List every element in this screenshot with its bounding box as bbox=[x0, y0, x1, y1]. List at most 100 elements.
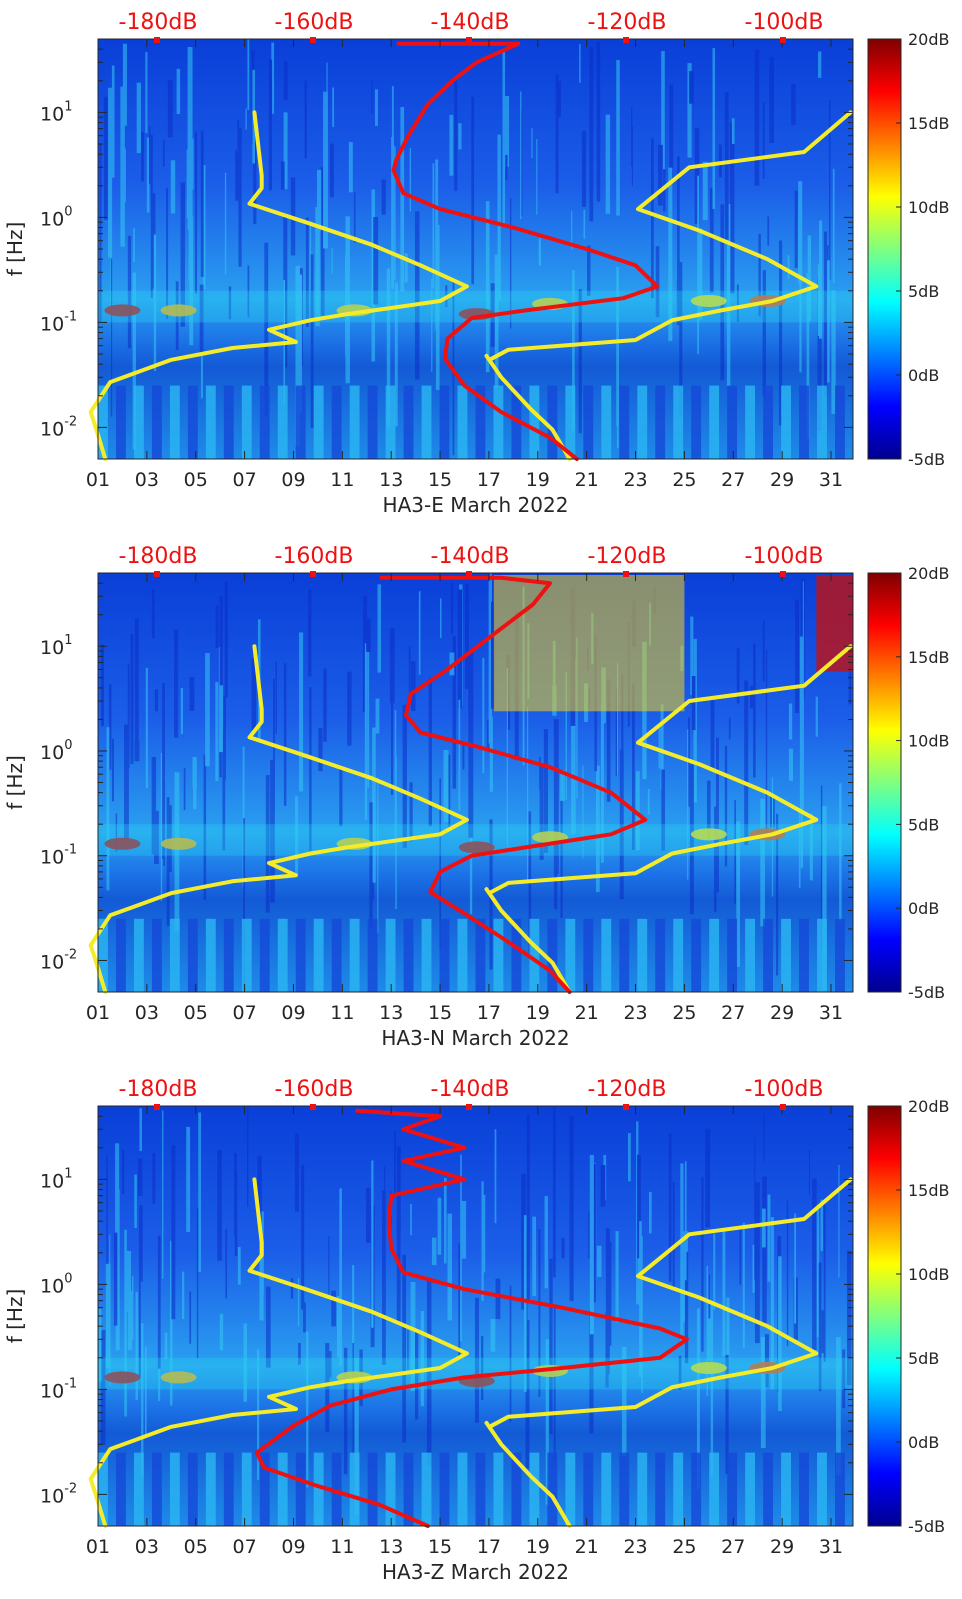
spectrogram-streak bbox=[806, 273, 810, 439]
spectrogram-streak bbox=[396, 1146, 401, 1234]
noise-model-curve-yellow bbox=[88, 1177, 469, 1528]
spectrogram-streak bbox=[247, 39, 250, 110]
spectrogram-streak bbox=[687, 63, 692, 158]
spectrogram-streak bbox=[480, 1335, 484, 1401]
lowfreq-column bbox=[619, 385, 630, 459]
spectrogram-streak bbox=[457, 589, 463, 709]
lowfreq-column bbox=[709, 918, 720, 992]
spectrogram-streak bbox=[495, 1278, 501, 1320]
x-tick-label: 23 bbox=[623, 1536, 647, 1558]
y-tick-exponent: -1 bbox=[64, 843, 77, 858]
spectrogram-streak bbox=[174, 630, 179, 738]
spectrogram-streak bbox=[452, 636, 457, 789]
lowfreq-column bbox=[529, 385, 540, 459]
lowfreq-column bbox=[313, 918, 324, 992]
lowfreq-column bbox=[493, 918, 504, 992]
lowfreq-column bbox=[763, 1452, 774, 1526]
top-db-tick bbox=[623, 1104, 629, 1110]
spectrogram-streak bbox=[657, 144, 663, 206]
x-tick-label: 29 bbox=[770, 1536, 794, 1558]
spectrogram-streak bbox=[605, 1311, 609, 1388]
spectrogram-streak bbox=[134, 618, 139, 755]
spectrogram-streak bbox=[605, 114, 611, 214]
spectrogram-streak bbox=[295, 265, 300, 446]
spectrogram-streak bbox=[668, 1133, 672, 1282]
spectrogram-streak bbox=[786, 1199, 789, 1347]
x-tick-label: 11 bbox=[330, 469, 354, 491]
spectrogram-streak bbox=[823, 231, 828, 396]
spectrogram-streak bbox=[420, 1310, 424, 1407]
spectrogram-streak bbox=[661, 51, 665, 186]
spectrogram-streak bbox=[402, 1254, 406, 1443]
spectrogram-streak bbox=[315, 207, 320, 327]
lowfreq-column bbox=[691, 918, 702, 992]
top-db-label: -120dB bbox=[588, 1077, 667, 1102]
spectrogram-streak bbox=[724, 92, 729, 240]
spectrogram-streak bbox=[549, 1258, 553, 1435]
spectrogram-streak bbox=[588, 1211, 590, 1259]
lowfreq-column bbox=[601, 385, 612, 459]
spectrogram-streak bbox=[647, 788, 650, 815]
spectrogram-streak bbox=[328, 1236, 330, 1295]
spectrogram-streak bbox=[323, 668, 327, 742]
spectrogram-streak bbox=[454, 80, 458, 191]
spectrogram-streak bbox=[596, 41, 601, 202]
spectrogram-streak bbox=[265, 775, 270, 913]
high-noise-region bbox=[493, 575, 685, 712]
spectrogram-streak bbox=[365, 1187, 371, 1243]
microseism-hotspot bbox=[160, 1371, 197, 1384]
y-tick-exponent: -1 bbox=[64, 309, 77, 324]
spectrogram-streak bbox=[381, 179, 386, 215]
spectrogram-streak bbox=[242, 746, 245, 887]
spectrogram-streak bbox=[198, 1112, 202, 1272]
spectrogram-streak bbox=[415, 1331, 419, 1420]
spectrogram-streak bbox=[194, 131, 198, 294]
spectrogram-streak bbox=[408, 646, 411, 696]
spectrogram-streak bbox=[120, 86, 125, 247]
x-tick-label: 05 bbox=[184, 1002, 208, 1024]
spectrogram-streak bbox=[752, 1244, 755, 1294]
spectrogram-streak bbox=[710, 1302, 714, 1476]
lowfreq-column bbox=[565, 385, 576, 459]
spectrogram-streak bbox=[734, 800, 736, 904]
x-tick-label: 09 bbox=[281, 1002, 305, 1024]
colorbar-label: 15dB bbox=[908, 648, 950, 667]
spectrogram-streak bbox=[303, 1302, 306, 1333]
spectrogram-streak bbox=[443, 749, 449, 822]
spectrogram-streak bbox=[621, 673, 624, 810]
noise-model-curve-yellow bbox=[489, 1177, 853, 1428]
spectrogram-streak bbox=[124, 1229, 127, 1417]
lowfreq-column bbox=[493, 385, 504, 459]
spectrogram-streak bbox=[116, 1150, 118, 1211]
spectrogram-streak bbox=[151, 589, 155, 639]
lowfreq-column bbox=[583, 918, 594, 992]
spectrogram-streak bbox=[326, 62, 328, 99]
top-db-label: -180dB bbox=[119, 10, 198, 35]
spectrogram-streak bbox=[818, 51, 822, 78]
x-tick-label: 31 bbox=[819, 1002, 843, 1024]
spectrogram-streak bbox=[838, 1164, 840, 1278]
spectrogram-streak bbox=[817, 277, 822, 432]
x-tick-label: 09 bbox=[281, 469, 305, 491]
spectrogram-streak bbox=[439, 598, 442, 638]
lowfreq-column bbox=[349, 1452, 360, 1526]
spectrogram-streak bbox=[320, 167, 325, 316]
x-tick-label: 31 bbox=[819, 469, 843, 491]
lowfreq-column bbox=[259, 385, 270, 459]
lowfreq-column bbox=[511, 385, 522, 459]
spectrogram-streak bbox=[663, 169, 666, 212]
spectrogram-streak bbox=[560, 770, 565, 801]
microseism-hotspot bbox=[690, 294, 727, 307]
lowfreq-column bbox=[98, 385, 108, 459]
spectrogram-streak bbox=[171, 1145, 176, 1320]
lowfreq-column bbox=[115, 918, 126, 992]
spectrogram-streak bbox=[166, 797, 170, 926]
spectrogram-streak bbox=[489, 716, 493, 792]
spectrogram-streak bbox=[576, 637, 578, 799]
spectrogram-streak bbox=[122, 43, 127, 126]
top-db-label: -160dB bbox=[275, 10, 354, 35]
colorbar-label: 0dB bbox=[908, 366, 939, 385]
spectrogram-streak bbox=[706, 1265, 708, 1397]
x-tick-label: 25 bbox=[672, 469, 696, 491]
x-tick-label: 15 bbox=[428, 1536, 452, 1558]
